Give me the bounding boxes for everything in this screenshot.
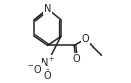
Text: N: N xyxy=(44,4,51,14)
Text: $^{-}$O: $^{-}$O xyxy=(27,63,42,75)
Text: O: O xyxy=(44,71,51,81)
Text: N$^+$: N$^+$ xyxy=(40,55,55,69)
Text: O: O xyxy=(72,54,80,64)
Text: O: O xyxy=(82,34,90,44)
